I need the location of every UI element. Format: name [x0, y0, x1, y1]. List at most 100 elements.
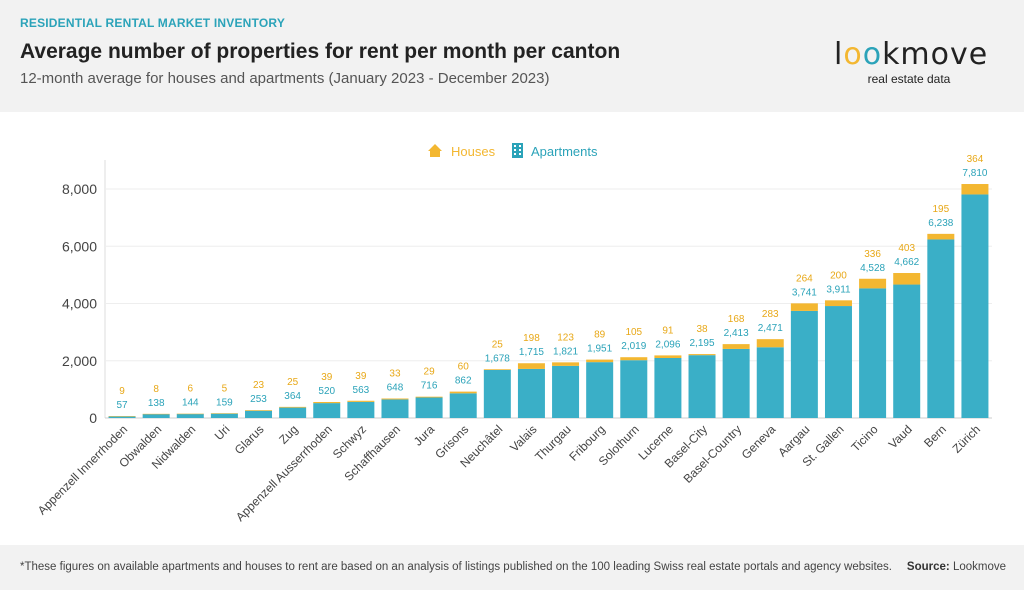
bar-apartments — [722, 348, 750, 418]
bar-houses — [279, 406, 307, 408]
data-label-houses: 9 — [119, 386, 125, 397]
data-label-houses: 89 — [594, 330, 606, 341]
y-tick-label: 4,000 — [62, 296, 97, 312]
data-label-houses: 283 — [762, 309, 779, 320]
bar-apartments — [347, 401, 375, 418]
bar-apartments — [108, 416, 136, 418]
bar-apartments — [824, 306, 852, 418]
bar-apartments — [586, 362, 614, 418]
bar-houses — [859, 278, 887, 289]
x-tick-label: Bern — [921, 422, 949, 450]
data-label-houses: 198 — [523, 333, 540, 344]
data-label-houses: 39 — [321, 372, 333, 383]
bar-houses — [313, 401, 341, 404]
bar-houses — [893, 273, 921, 285]
x-tick-label: Jura — [411, 422, 438, 449]
data-label-houses: 195 — [932, 204, 949, 215]
x-tick-label: Thurgau — [532, 422, 574, 464]
bar-houses — [449, 391, 477, 394]
x-tick-label: Appenzell Innerrhoden — [35, 422, 130, 517]
data-label-apartments: 2,471 — [758, 323, 783, 334]
data-label-houses: 33 — [389, 369, 401, 380]
data-label-apartments: 1,715 — [519, 347, 544, 358]
bar-apartments — [245, 410, 273, 418]
bar-houses — [381, 398, 409, 400]
data-label-houses: 60 — [458, 362, 470, 373]
legend-item-apartments: Apartments — [512, 143, 598, 159]
data-label-apartments: 159 — [216, 397, 233, 408]
data-label-houses: 91 — [662, 325, 674, 336]
bar-houses — [620, 357, 648, 361]
bar-apartments — [688, 355, 716, 418]
bar-houses — [654, 355, 682, 359]
bar-houses — [210, 413, 238, 414]
data-label-apartments: 1,678 — [485, 353, 510, 364]
bar-houses — [722, 344, 750, 349]
bar-apartments — [279, 407, 307, 418]
data-label-apartments: 1,821 — [553, 346, 578, 357]
bar-apartments — [927, 239, 955, 418]
bar-houses — [824, 300, 852, 307]
bar-houses — [586, 359, 614, 363]
source-label: Source: — [906, 561, 950, 573]
data-label-apartments: 520 — [318, 386, 335, 397]
data-label-apartments: 138 — [148, 398, 165, 409]
bar-apartments — [449, 393, 477, 418]
data-label-houses: 8 — [153, 384, 159, 395]
data-label-houses: 105 — [625, 327, 642, 338]
data-label-apartments: 3,911 — [826, 284, 851, 295]
x-tick-label: Vaud — [886, 422, 915, 451]
bar-houses — [176, 413, 204, 415]
bar-houses — [790, 303, 818, 311]
bar-houses — [245, 410, 273, 411]
bar-houses — [517, 363, 545, 369]
bar-apartments — [517, 368, 545, 418]
data-label-houses: 25 — [287, 377, 299, 388]
y-tick-label: 2,000 — [62, 353, 97, 369]
bar-apartments — [176, 413, 204, 418]
data-label-apartments: 2,019 — [621, 341, 646, 352]
data-label-houses: 123 — [557, 332, 574, 343]
x-tick-label: Zürich — [950, 422, 983, 455]
data-label-apartments: 862 — [455, 376, 472, 387]
data-label-apartments: 4,528 — [860, 263, 885, 274]
data-label-apartments: 648 — [387, 383, 404, 394]
data-label-houses: 25 — [492, 339, 504, 350]
footnote: *These figures on available apartments a… — [20, 561, 892, 573]
data-label-apartments: 3,741 — [792, 287, 817, 298]
data-label-houses: 39 — [355, 371, 367, 382]
data-label-apartments: 7,810 — [962, 168, 987, 179]
data-label-houses: 264 — [796, 273, 813, 284]
bar-apartments — [620, 360, 648, 418]
data-label-apartments: 6,238 — [928, 218, 953, 229]
bar-houses — [415, 396, 443, 398]
data-label-houses: 6 — [188, 384, 194, 395]
data-label-apartments: 2,096 — [655, 339, 680, 350]
source-credit: Source: Lookmove — [907, 561, 1006, 573]
data-label-houses: 38 — [696, 324, 708, 335]
y-tick-label: 8,000 — [62, 181, 97, 197]
bar-apartments — [313, 403, 341, 418]
data-label-apartments: 563 — [353, 385, 370, 396]
legend-item-houses: Houses — [428, 144, 496, 159]
bar-apartments — [381, 399, 409, 418]
bar-houses — [552, 362, 580, 366]
y-tick-label: 6,000 — [62, 238, 97, 254]
legend-label-apartments: Apartments — [531, 144, 598, 159]
bar-apartments — [893, 284, 921, 418]
data-label-houses: 403 — [898, 243, 915, 254]
data-label-houses: 168 — [728, 314, 745, 325]
bar-houses — [483, 369, 511, 370]
data-label-apartments: 4,662 — [894, 257, 919, 268]
lookmove-logo: lookmove real estate data — [834, 40, 987, 87]
data-label-houses: 23 — [253, 380, 265, 391]
data-label-houses: 364 — [967, 154, 984, 165]
bar-apartments — [552, 365, 580, 418]
x-tick-label: Valais — [507, 422, 539, 454]
chart-legend: Houses Apartments — [428, 143, 598, 159]
header: RESIDENTIAL RENTAL MARKET INVENTORY Aver… — [0, 0, 1024, 112]
page-subtitle: 12-month average for houses and apartmen… — [20, 70, 550, 87]
page-title: Average number of properties for rent pe… — [20, 40, 621, 63]
bar-houses — [347, 400, 375, 402]
data-label-apartments: 364 — [284, 391, 301, 402]
